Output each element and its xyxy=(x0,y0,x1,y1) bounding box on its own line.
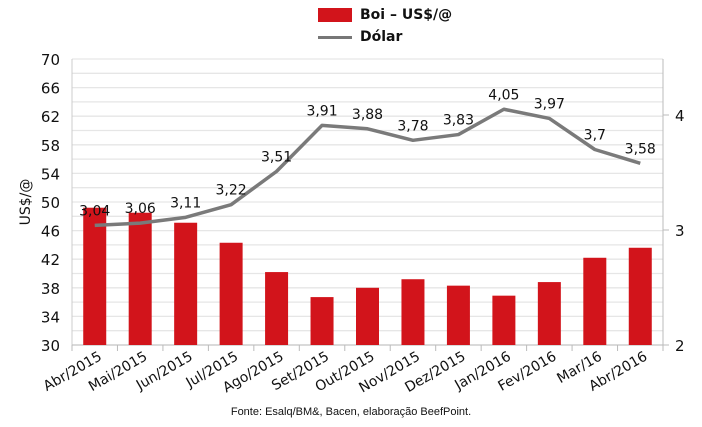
data-label-dolar: 3,7 xyxy=(584,128,606,144)
source-note: Fonte: Esalq/BM&, Bacen, elaboração Beef… xyxy=(230,406,472,418)
line-dolar xyxy=(94,107,641,228)
y2-tick-label: 3 xyxy=(675,222,685,240)
data-label-dolar: 3,11 xyxy=(170,195,201,211)
bar-boi xyxy=(128,212,152,345)
bar-boi xyxy=(628,247,652,345)
bar-boi xyxy=(537,282,561,345)
data-label-dolar: 3,88 xyxy=(352,107,383,123)
data-label-dolar: 3,78 xyxy=(397,118,428,134)
bar-boi xyxy=(265,272,289,345)
y2-tick-label: 4 xyxy=(675,107,685,125)
legend-item-dolar: Dólar xyxy=(318,26,452,48)
data-label-dolar: 3,97 xyxy=(534,96,565,112)
bar-boi xyxy=(492,295,516,345)
legend-item-boi: Boi – US$/@ xyxy=(318,4,452,26)
y-tick-label: 62 xyxy=(41,108,60,126)
y-tick-label: 58 xyxy=(41,137,60,155)
legend-swatch-bar xyxy=(318,8,352,22)
legend-label-dolar: Dólar xyxy=(360,29,403,45)
y2-tick-label: 2 xyxy=(675,337,685,355)
y-tick-label: 66 xyxy=(41,80,60,98)
data-label-dolar: 3,04 xyxy=(79,203,110,219)
legend-label-boi: Boi – US$/@ xyxy=(360,7,453,23)
y-tick-label: 30 xyxy=(41,337,60,355)
y-tick-label: 42 xyxy=(41,251,60,269)
y-tick-label: 54 xyxy=(41,165,60,183)
data-label-dolar: 3,22 xyxy=(216,183,247,199)
legend-swatch-line xyxy=(318,35,352,39)
data-label-dolar: 4,05 xyxy=(488,87,519,103)
y-tick-label: 50 xyxy=(41,194,60,212)
y-axis-title: US$/@ xyxy=(18,179,34,226)
bar-boi xyxy=(83,207,107,345)
data-label-dolar: 3,51 xyxy=(261,149,292,165)
data-label-dolar: 3,06 xyxy=(125,201,156,217)
bar-boi xyxy=(219,242,243,345)
data-label-dolar: 3,91 xyxy=(306,103,337,119)
bar-boi xyxy=(583,257,607,345)
data-label-dolar: 3,58 xyxy=(625,141,656,157)
bar-boi xyxy=(310,297,334,345)
legend: Boi – US$/@ Dólar xyxy=(318,4,452,48)
y-tick-label: 46 xyxy=(41,223,60,241)
bar-boi xyxy=(356,287,379,345)
bar-boi xyxy=(401,279,425,345)
y-tick-label: 34 xyxy=(41,308,60,326)
y-tick-label: 70 xyxy=(41,51,60,69)
y-tick-label: 38 xyxy=(41,280,60,298)
bar-boi xyxy=(446,285,470,345)
bar-boi xyxy=(174,222,198,345)
data-label-dolar: 3,83 xyxy=(443,113,474,129)
